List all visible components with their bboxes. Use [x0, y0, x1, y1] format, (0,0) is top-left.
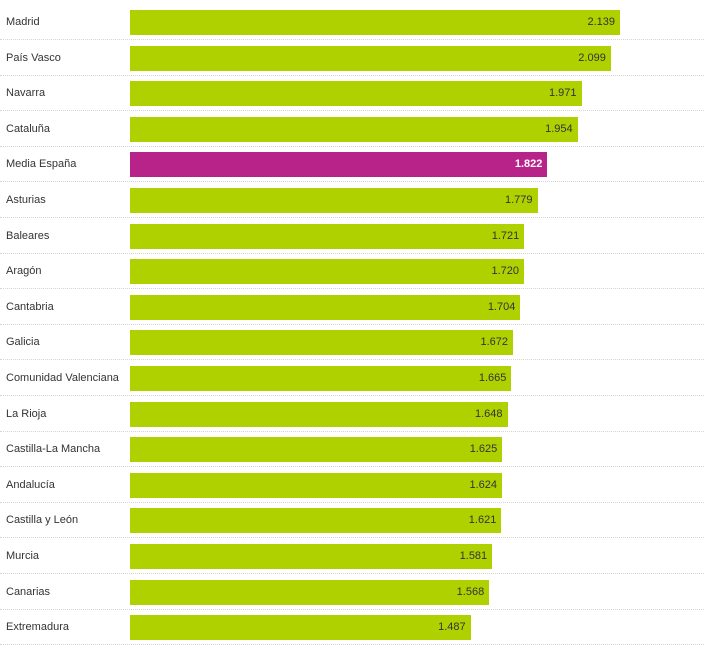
chart-row: Murcia 1.581	[0, 539, 704, 574]
category-label: Asturias	[6, 194, 46, 206]
bar: 1.487	[130, 615, 471, 641]
category-label: Andalucía	[6, 478, 55, 491]
value-label: 1.704	[487, 300, 516, 313]
chart-row: Asturias 1.779	[0, 183, 704, 218]
bar: 1.971	[130, 81, 582, 107]
bar: 2.139	[130, 10, 620, 35]
category-label: Comunidad Valenciana	[6, 372, 119, 384]
value-label: 1.721	[491, 229, 520, 242]
category-label: Media España	[6, 158, 77, 171]
chart-row: Madrid 2.139	[0, 5, 704, 40]
category-label: La Rioja	[6, 407, 47, 420]
value-label: 1.822	[514, 158, 543, 171]
category-label: Aragón	[6, 265, 42, 278]
value-label: 1.720	[491, 265, 520, 278]
bar: 1.721	[130, 223, 525, 249]
bar: 1.779	[130, 188, 538, 213]
value-label: 2.099	[578, 51, 606, 64]
chart-row: Media España 1.822	[0, 147, 704, 183]
value-label: 1.665	[478, 372, 507, 384]
value-label: 1.954	[545, 122, 573, 135]
value-label: 1.621	[468, 514, 497, 527]
chart-row: La Rioja 1.648	[0, 397, 704, 432]
value-label: 1.625	[469, 443, 498, 456]
chart-row: País Vasco 2.099	[0, 41, 704, 76]
category-label: Castilla-La Mancha	[6, 443, 101, 456]
category-label: Cataluña	[6, 122, 51, 135]
chart-row: Navarra 1.971	[0, 76, 704, 112]
bar: 1.672	[130, 330, 514, 356]
value-label: 1.487	[438, 621, 466, 634]
category-label: Extremadura	[6, 621, 69, 634]
bar: 1.954	[130, 116, 578, 142]
category-label: Navarra	[6, 87, 46, 100]
bar: 1.665	[130, 366, 512, 391]
chart-row: Castilla-La Mancha 1.625	[0, 432, 704, 468]
chart-row: Cantabria 1.704	[0, 290, 704, 325]
category-label: Castilla y León	[6, 514, 79, 527]
bar: 1.568	[130, 579, 490, 605]
category-label: Murcia	[6, 550, 40, 562]
bar: 1.625	[130, 437, 503, 463]
chart-row: Extremadura 1.487	[0, 610, 704, 646]
bar: 1.581	[130, 544, 493, 569]
category-label: Baleares	[6, 229, 50, 242]
chart-row: Cataluña 1.954	[0, 112, 704, 147]
bar: 2.099	[130, 45, 611, 71]
bar: 1.624	[130, 472, 503, 498]
chart-row: Andalucía 1.624	[0, 468, 704, 503]
bar: 1.720	[130, 259, 525, 285]
value-label: 2.139	[587, 16, 615, 28]
value-label: 1.581	[459, 550, 488, 562]
value-label: 1.971	[548, 87, 577, 100]
bar: 1.621	[130, 508, 502, 534]
value-label: 1.568	[456, 585, 485, 598]
category-label: Galicia	[6, 336, 40, 349]
chart-row: Castilla y León 1.621	[0, 503, 704, 539]
bar: 1.648	[130, 401, 508, 427]
bar: 1.704	[130, 294, 521, 320]
chart-row: Comunidad Valenciana 1.665	[0, 361, 704, 396]
chart-row: Galicia 1.672	[0, 325, 704, 361]
value-label: 1.672	[480, 336, 509, 349]
value-label: 1.624	[469, 478, 498, 491]
chart-row: Canarias 1.568	[0, 575, 704, 610]
chart-row: Baleares 1.721	[0, 219, 704, 254]
category-label: Madrid	[6, 16, 40, 28]
value-label: 1.779	[505, 194, 533, 206]
category-label: Cantabria	[6, 300, 54, 313]
chart-row: Aragón 1.720	[0, 254, 704, 290]
category-label: País Vasco	[6, 51, 61, 64]
highlight-bar: 1.822	[130, 152, 548, 178]
category-label: Canarias	[6, 585, 51, 598]
value-label: 1.648	[474, 407, 503, 420]
